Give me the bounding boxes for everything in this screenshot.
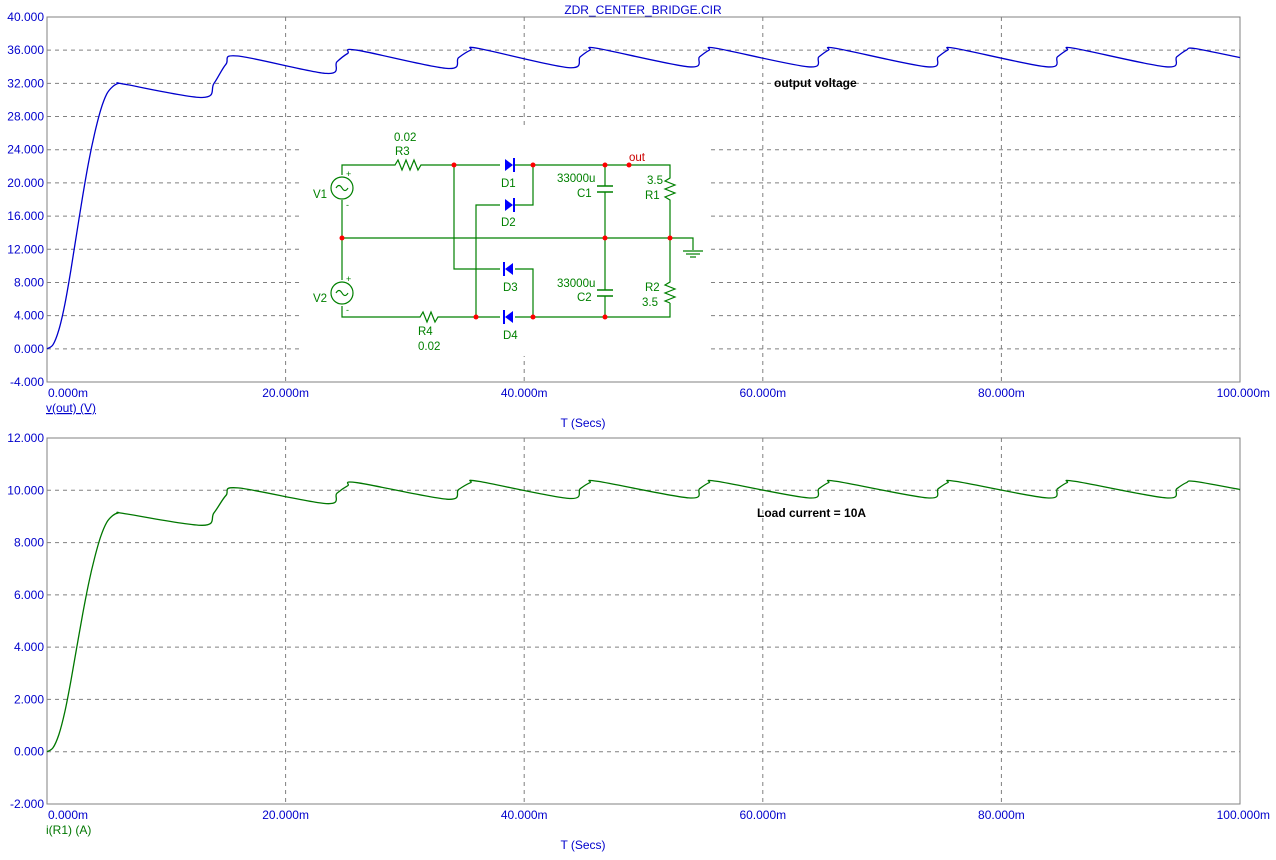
x-tick-label: 20.000m bbox=[262, 386, 309, 400]
v2-name: V2 bbox=[313, 293, 327, 305]
resistor-r2-symbol[interactable] bbox=[663, 280, 677, 304]
voltage-plot-ylabel: v(out) (V) bbox=[46, 401, 96, 415]
schematic-nodes bbox=[339, 162, 673, 320]
y-tick-label: 28.000 bbox=[7, 110, 44, 124]
y-tick-label: -2.000 bbox=[10, 797, 44, 811]
current-plot: 12.000 10.000 8.000 6.000 4.000 2.000 0.000 -2.… bbox=[7, 431, 1270, 852]
c2-value: 33000u bbox=[557, 278, 595, 290]
resistor-r4-symbol[interactable] bbox=[417, 310, 440, 324]
current-plot-grid bbox=[47, 438, 1240, 804]
r1-name: R1 bbox=[645, 190, 660, 202]
x-tick-label: 0.000m bbox=[48, 808, 88, 822]
capacitor-c1-symbol[interactable] bbox=[597, 185, 613, 193]
y-tick-label: 10.000 bbox=[7, 483, 44, 497]
y-tick-label: 0.000 bbox=[14, 342, 44, 356]
y-tick-label: 16.000 bbox=[7, 209, 44, 223]
x-tick-label: 80.000m bbox=[978, 808, 1025, 822]
current-plot-x-ticks: 0.000m 20.000m 40.000m 60.000m 80.000m 100.00… bbox=[48, 808, 1270, 822]
r3-value: 0.02 bbox=[394, 132, 416, 144]
wire-d2-anode bbox=[475, 204, 500, 317]
diode-d4-symbol[interactable] bbox=[503, 310, 513, 324]
v2-minus: - bbox=[346, 305, 349, 315]
window-title: ZDR_CENTER_BRIDGE.CIR bbox=[564, 3, 722, 17]
series-line-ir1 bbox=[46, 479, 1241, 753]
load-current-annotation: Load current = 10A bbox=[757, 506, 866, 520]
d3-name: D3 bbox=[503, 282, 518, 294]
voltage-plot-xlabel: T (Secs) bbox=[560, 416, 605, 430]
current-plot-y-ticks: 12.000 10.000 8.000 6.000 4.000 2.000 0.000 -2.… bbox=[7, 431, 44, 811]
x-tick-label: 0.000m bbox=[48, 386, 88, 400]
voltage-plot-y-ticks: 40.000 36.000 32.000 28.000 24.000 20.000 16.0… bbox=[7, 10, 44, 389]
series-line-vout bbox=[46, 46, 1241, 350]
current-plot-xlabel: T (Secs) bbox=[560, 838, 605, 852]
voltage-source-v1-symbol[interactable] bbox=[330, 176, 354, 200]
d1-name: D1 bbox=[501, 178, 516, 190]
r2-name: R2 bbox=[645, 282, 660, 294]
y-tick-label: 40.000 bbox=[7, 10, 44, 24]
schematic-labels: 0.02 R3 R4 0.02 3.5 R1 R2 3.5 33000u C1 … bbox=[313, 132, 663, 353]
wire-d3-anode bbox=[453, 165, 500, 270]
r4-name: R4 bbox=[418, 326, 433, 338]
voltage-plot-x-ticks: 0.000m 20.000m 40.000m 60.000m 80.000m 100.00… bbox=[48, 386, 1270, 400]
voltage-source-v2-symbol[interactable] bbox=[330, 281, 354, 305]
y-tick-label: 2.000 bbox=[14, 692, 44, 706]
y-tick-label: 0.000 bbox=[14, 745, 44, 759]
x-tick-label: 80.000m bbox=[978, 386, 1025, 400]
y-tick-label: 4.000 bbox=[14, 640, 44, 654]
y-tick-label: 36.000 bbox=[7, 43, 44, 57]
x-tick-label: 60.000m bbox=[739, 386, 786, 400]
schematic-wires bbox=[341, 164, 703, 318]
x-tick-label: 100.000m bbox=[1217, 386, 1270, 400]
d4-name: D4 bbox=[503, 330, 518, 342]
output-voltage-annotation: output voltage bbox=[774, 76, 857, 90]
wire-d3-cathode bbox=[515, 268, 534, 317]
diode-d1-symbol[interactable] bbox=[505, 158, 515, 172]
y-tick-label: 6.000 bbox=[14, 588, 44, 602]
x-tick-label: 60.000m bbox=[739, 808, 786, 822]
current-plot-frame bbox=[46, 437, 1241, 805]
wire-out-bus bbox=[515, 164, 671, 175]
voltage-plot-frame bbox=[46, 16, 1241, 383]
v1-name: V1 bbox=[313, 189, 327, 201]
diode-d3-symbol[interactable] bbox=[503, 262, 513, 276]
x-tick-label: 40.000m bbox=[501, 808, 548, 822]
c1-name: C1 bbox=[577, 188, 592, 200]
y-tick-label: 24.000 bbox=[7, 143, 44, 157]
out-node-label: out bbox=[629, 152, 646, 164]
d2-name: D2 bbox=[501, 217, 516, 229]
resistor-r1-symbol[interactable] bbox=[663, 175, 677, 202]
y-tick-label: 12.000 bbox=[7, 242, 44, 256]
r4-value: 0.02 bbox=[418, 341, 440, 353]
y-tick-label: 20.000 bbox=[7, 176, 44, 190]
c1-value: 33000u bbox=[557, 173, 595, 185]
wire-v2-r4 bbox=[341, 306, 417, 318]
y-tick-label: 8.000 bbox=[14, 275, 44, 289]
x-tick-label: 40.000m bbox=[501, 386, 548, 400]
r3-name: R3 bbox=[395, 146, 410, 158]
y-tick-label: -4.000 bbox=[10, 375, 44, 389]
wire-d2-cathode bbox=[515, 165, 534, 206]
y-tick-label: 4.000 bbox=[14, 309, 44, 323]
capacitor-c2-symbol[interactable] bbox=[597, 289, 613, 297]
wire-neg-bus bbox=[515, 303, 671, 318]
x-tick-label: 20.000m bbox=[262, 808, 309, 822]
wire-v1-r3 bbox=[341, 164, 381, 175]
r2-value: 3.5 bbox=[642, 297, 658, 309]
v2-plus: + bbox=[346, 274, 351, 284]
diode-d2-symbol[interactable] bbox=[505, 198, 515, 212]
x-tick-label: 100.000m bbox=[1217, 808, 1270, 822]
y-tick-label: 12.000 bbox=[7, 431, 44, 445]
c2-name: C2 bbox=[577, 292, 592, 304]
wire-ground-bus bbox=[342, 237, 694, 250]
v1-plus: + bbox=[346, 169, 351, 179]
y-tick-label: 32.000 bbox=[7, 76, 44, 90]
current-plot-ylabel: i(R1) (A) bbox=[46, 823, 91, 837]
y-tick-label: 8.000 bbox=[14, 536, 44, 550]
v1-minus: - bbox=[346, 200, 349, 210]
r1-value: 3.5 bbox=[647, 175, 663, 187]
resistor-r3-symbol[interactable] bbox=[381, 158, 424, 172]
circuit-schematic[interactable]: 0.02 R3 R4 0.02 3.5 R1 R2 3.5 33000u C1 … bbox=[300, 126, 710, 356]
